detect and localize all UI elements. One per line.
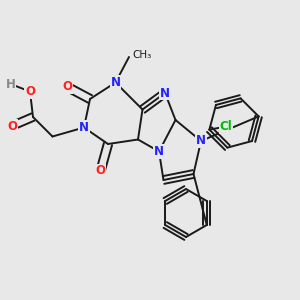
Text: N: N bbox=[110, 76, 121, 89]
Text: Cl: Cl bbox=[220, 120, 232, 133]
Text: N: N bbox=[154, 145, 164, 158]
Text: O: O bbox=[25, 85, 35, 98]
Text: O: O bbox=[7, 119, 17, 133]
Text: N: N bbox=[160, 86, 170, 100]
Text: CH₃: CH₃ bbox=[132, 50, 151, 61]
Text: N: N bbox=[196, 134, 206, 148]
Text: O: O bbox=[95, 164, 106, 178]
Text: O: O bbox=[62, 80, 73, 94]
Text: N: N bbox=[79, 121, 89, 134]
Text: H: H bbox=[6, 77, 15, 91]
